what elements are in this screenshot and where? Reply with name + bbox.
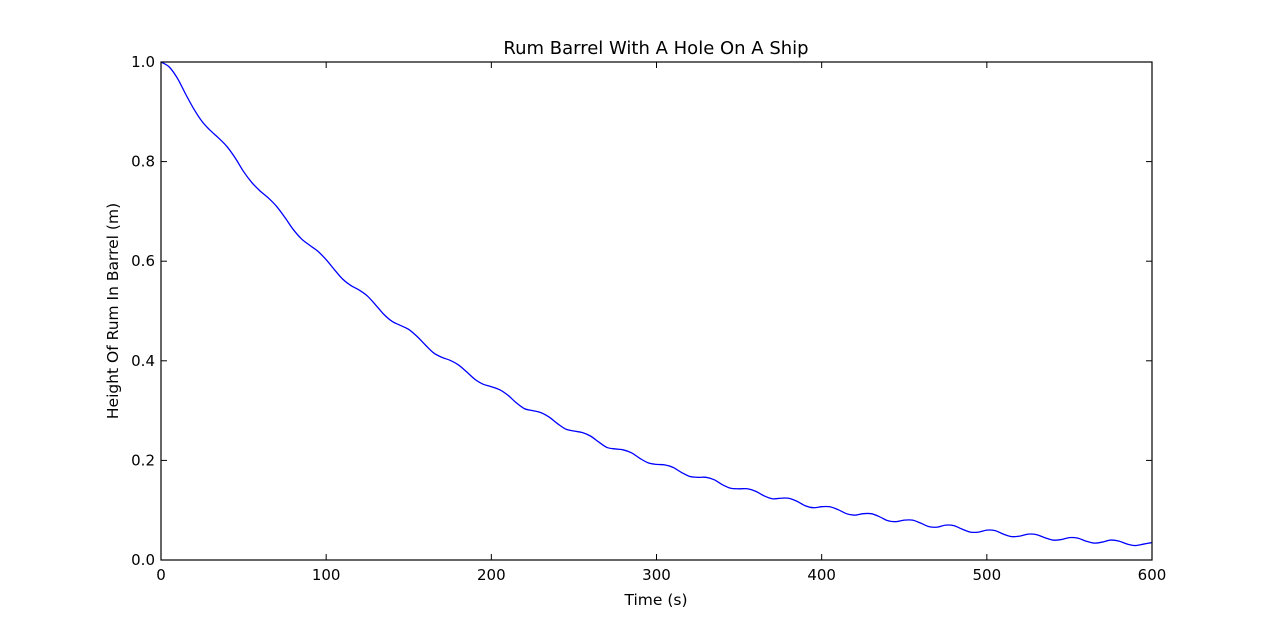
x-tick-label: 100 (312, 566, 341, 584)
y-tick-label: 1.0 (131, 53, 155, 71)
y-tick-label: 0.2 (131, 451, 155, 469)
plot-area (160, 61, 1153, 561)
x-tick-label: 200 (477, 566, 506, 584)
y-tick-label: 0.8 (131, 153, 155, 171)
plot-frame (160, 61, 1153, 561)
data-line (160, 61, 1153, 547)
y-axis-label: Height Of Rum In Barrel (m) (104, 203, 122, 419)
x-tick-label: 600 (1138, 566, 1167, 584)
x-tick-label: 0 (156, 566, 166, 584)
chart-title: Rum Barrel With A Hole On A Ship (503, 38, 808, 59)
plot-background (161, 62, 1152, 560)
y-tick-label: 0.6 (131, 252, 155, 270)
x-axis-label: Time (s) (623, 591, 687, 609)
y-tick-label: 0.4 (131, 352, 155, 370)
x-tick-label: 500 (973, 566, 1002, 584)
y-tick-label: 0.0 (131, 551, 155, 569)
tick-labels: 0 100 200 300 400 500 600 0.0 0.2 0.4 0.6 0.8 1.0 (131, 53, 1166, 584)
x-tick-label: 400 (807, 566, 836, 584)
x-tick-label: 300 (642, 566, 671, 584)
